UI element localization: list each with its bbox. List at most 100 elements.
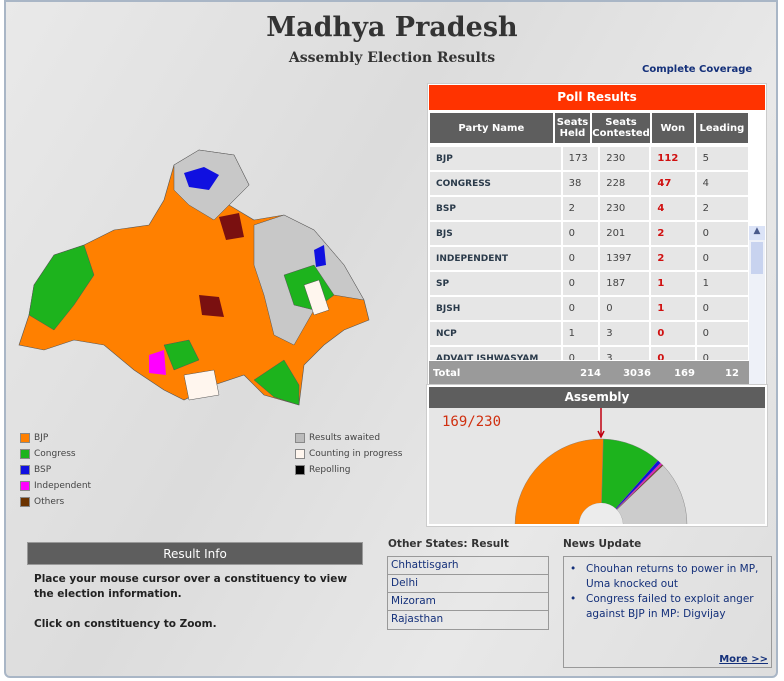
news-item[interactable]: Chouhan returns to power in MP, Uma knoc… bbox=[564, 562, 765, 592]
state-link[interactable]: Chhattisgarh bbox=[388, 557, 548, 575]
cell-leading: 1 bbox=[696, 272, 748, 295]
cell-leading: 4 bbox=[696, 172, 748, 195]
cell-seats-contested: 3 bbox=[600, 347, 650, 360]
legend-label: Independent bbox=[34, 481, 92, 491]
assembly-gauge bbox=[514, 408, 688, 524]
state-link[interactable]: Mizoram bbox=[388, 593, 548, 611]
cell-leading: 0 bbox=[696, 247, 748, 270]
legend-item: BJP bbox=[20, 430, 91, 446]
cell-party-name: INDEPENDENT bbox=[430, 247, 561, 270]
map-independent-region[interactable] bbox=[149, 350, 166, 375]
page-title: Madhya Pradesh bbox=[266, 12, 518, 43]
cell-seats-held: 2 bbox=[562, 197, 599, 220]
legend-label: BSP bbox=[34, 465, 52, 475]
complete-coverage-link[interactable]: Complete Coverage bbox=[642, 64, 753, 75]
cell-party-name: BJP bbox=[430, 147, 561, 170]
other-states-title: Other States: Result bbox=[388, 538, 509, 550]
total-leading: 12 bbox=[725, 367, 739, 379]
legend-swatch bbox=[20, 433, 30, 443]
cell-seats-contested: 230 bbox=[600, 147, 650, 170]
col-seats-held: Seats Held bbox=[554, 113, 591, 143]
col-leading: Leading bbox=[695, 113, 748, 143]
result-info-box: Result Info Place your mouse cursor over… bbox=[27, 542, 363, 662]
cell-party-name: CONGRESS bbox=[430, 172, 561, 195]
news-item[interactable]: Congress failed to exploit anger against… bbox=[564, 592, 765, 622]
legend-label: Repolling bbox=[309, 465, 351, 475]
legend-label: BJP bbox=[34, 433, 49, 443]
cell-seats-held: 0 bbox=[562, 222, 599, 245]
result-info-instruction: Place your mouse cursor over a constitue… bbox=[34, 573, 348, 600]
poll-results-title: Poll Results bbox=[429, 85, 765, 110]
gauge-hub bbox=[579, 503, 623, 524]
total-row: Total 214 3036 169 12 bbox=[429, 361, 765, 385]
legend-swatch bbox=[20, 497, 30, 507]
scroll-thumb[interactable] bbox=[751, 242, 763, 274]
table-row[interactable]: BSP 2 230 4 2 bbox=[430, 197, 748, 220]
legend-status: Results awaited Counting in progress Repol… bbox=[295, 430, 402, 478]
page-subtitle: Assembly Election Results bbox=[288, 50, 496, 66]
legend-item: Independent bbox=[20, 478, 91, 494]
col-seats-contested: Seats Contested bbox=[592, 113, 650, 143]
majority-arrow-icon bbox=[597, 408, 605, 439]
news-box: Chouhan returns to power in MP, Uma knoc… bbox=[563, 556, 772, 668]
total-won: 169 bbox=[674, 367, 695, 379]
table-row[interactable]: SP 0 187 1 1 bbox=[430, 272, 748, 295]
assembly-panel: Assembly 169/230 bbox=[427, 385, 767, 526]
legend-swatch bbox=[295, 433, 305, 443]
poll-results-rows[interactable]: BJP 173 230 112 5 CONGRESS 38 228 47 4 BSP 2 230 4 2 BJ… bbox=[428, 145, 766, 360]
state-link[interactable]: Rajasthan bbox=[391, 613, 444, 625]
scroll-up-icon[interactable]: ▲ bbox=[749, 226, 765, 240]
cell-leading: 0 bbox=[696, 322, 748, 345]
table-row[interactable]: INDEPENDENT 0 1397 2 0 bbox=[430, 247, 748, 270]
table-row[interactable]: BJSH 0 0 1 0 bbox=[430, 297, 748, 320]
cell-seats-held: 1 bbox=[562, 322, 599, 345]
map-others-region[interactable] bbox=[199, 213, 244, 317]
cell-won: 2 bbox=[651, 247, 695, 270]
legend-item: Counting in progress bbox=[295, 446, 402, 462]
legend-item: Others bbox=[20, 494, 91, 510]
news-more-link[interactable]: More >> bbox=[719, 654, 768, 665]
cell-party-name: BSP bbox=[430, 197, 561, 220]
col-won: Won bbox=[651, 113, 694, 143]
legend-parties: BJP Congress BSP Independent Others bbox=[20, 430, 91, 510]
legend-swatch bbox=[295, 449, 305, 459]
cell-seats-held: 0 bbox=[562, 272, 599, 295]
legend-swatch bbox=[20, 481, 30, 491]
cell-party-name: BJSH bbox=[430, 297, 561, 320]
legend-swatch bbox=[20, 449, 30, 459]
legend-label: Congress bbox=[34, 449, 76, 459]
other-states-list: Chhattisgarh Delhi Mizoram Rajasthan bbox=[387, 556, 549, 630]
cell-seats-contested: 187 bbox=[600, 272, 650, 295]
table-row[interactable]: BJP 173 230 112 5 bbox=[430, 147, 748, 170]
cell-seats-contested: 230 bbox=[600, 197, 650, 220]
map-counting-region[interactable] bbox=[183, 279, 330, 401]
result-info-zoom-hint: Click on constituency to Zoom. bbox=[34, 618, 217, 630]
constituency-map[interactable] bbox=[14, 145, 394, 415]
cell-leading: 5 bbox=[696, 147, 748, 170]
legend-label: Results awaited bbox=[309, 433, 381, 443]
table-row[interactable]: BJS 0 201 2 0 bbox=[430, 222, 748, 245]
cell-party-name: NCP bbox=[430, 322, 561, 345]
cell-seats-held: 38 bbox=[562, 172, 599, 195]
poll-results-panel: Poll Results Party Name Seats Held Seats… bbox=[427, 83, 767, 440]
legend-item: Repolling bbox=[295, 462, 402, 478]
cell-seats-contested: 0 bbox=[600, 297, 650, 320]
state-link[interactable]: Delhi bbox=[388, 575, 548, 593]
cell-won: 0 bbox=[651, 322, 695, 345]
result-info-title: Result Info bbox=[27, 542, 363, 565]
legend-item: Results awaited bbox=[295, 430, 402, 446]
cell-leading: 2 bbox=[696, 197, 748, 220]
cell-party-name: ADVAIT ISHWASYAM bbox=[430, 347, 561, 360]
table-row[interactable]: NCP 1 3 0 0 bbox=[430, 322, 748, 345]
col-party-name: Party Name bbox=[430, 113, 553, 143]
cell-party-name: SP bbox=[430, 272, 561, 295]
cell-won: 4 bbox=[651, 197, 695, 220]
cell-seats-contested: 228 bbox=[600, 172, 650, 195]
map-bsp-region[interactable] bbox=[184, 167, 326, 267]
cell-seats-held: 173 bbox=[562, 147, 599, 170]
cell-leading: 0 bbox=[696, 222, 748, 245]
legend-label: Counting in progress bbox=[309, 449, 403, 459]
cell-seats-held: 0 bbox=[562, 297, 599, 320]
table-row[interactable]: ADVAIT ISHWASYAM 0 3 0 0 bbox=[430, 347, 748, 360]
table-row[interactable]: CONGRESS 38 228 47 4 bbox=[430, 172, 748, 195]
